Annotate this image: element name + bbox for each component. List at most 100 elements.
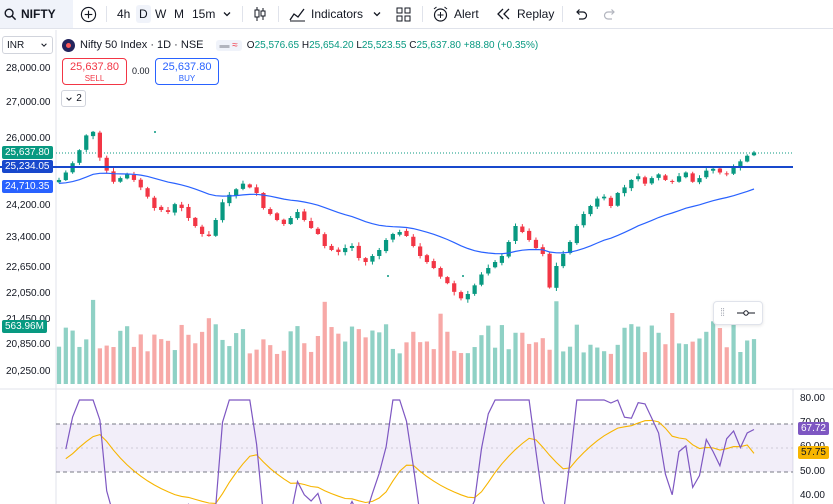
currency-selector[interactable]: INR — [2, 36, 53, 54]
candle-body — [656, 174, 661, 178]
timeframe-w[interactable]: W — [155, 7, 167, 21]
timeframe-m[interactable]: M — [174, 7, 184, 21]
horizontal-line-tool-icon[interactable] — [736, 308, 756, 318]
candle-body — [145, 188, 150, 197]
compare-button[interactable] — [80, 0, 97, 28]
indicators-button[interactable]: Indicators — [289, 0, 363, 28]
volume-bar — [363, 337, 368, 384]
redo-button[interactable] — [603, 0, 618, 28]
candle-body — [533, 239, 539, 248]
volume-bar — [234, 333, 239, 384]
candle-body — [479, 274, 484, 285]
volume-bar — [479, 335, 484, 384]
candle-body — [295, 212, 300, 219]
buy-price: 25,637.80 — [162, 61, 212, 73]
candle-body — [554, 266, 559, 288]
volume-bar — [268, 345, 273, 384]
volume-bar — [676, 343, 682, 384]
candle-body — [159, 206, 164, 210]
volume-bar — [213, 324, 218, 384]
volume-bar — [547, 349, 552, 384]
price-axis-label: 22,650.00 — [6, 262, 51, 273]
grid-icon — [396, 7, 411, 21]
volume-bar — [704, 331, 709, 384]
volume-bar — [288, 331, 293, 384]
close-value: 25,637.80 — [416, 39, 461, 51]
volume-bar — [390, 348, 395, 384]
candle-body — [670, 180, 675, 182]
candle-body — [131, 174, 137, 180]
candle-body — [622, 187, 627, 194]
candle-body — [642, 177, 648, 184]
candle-body — [397, 232, 402, 235]
volume-bar — [97, 348, 102, 384]
volume-bar — [77, 346, 82, 384]
symbol-search[interactable]: NIFTY — [0, 0, 73, 28]
candle-body — [458, 292, 464, 299]
drag-handle-icon[interactable]: ⁞⁞ — [719, 307, 725, 319]
candle-body — [676, 176, 682, 182]
volume-bar — [581, 352, 586, 384]
candle-body — [431, 261, 436, 268]
layouts-button[interactable] — [396, 0, 411, 28]
candle-body — [118, 178, 123, 182]
chart-type-button[interactable] — [252, 0, 268, 28]
candle-body — [465, 294, 470, 300]
market-status-pill[interactable]: ▬ ≈ — [215, 39, 242, 51]
volume-bar — [690, 341, 695, 384]
candle-body — [165, 210, 171, 212]
timeframe-15m[interactable]: 15m — [192, 7, 216, 21]
candle-body — [445, 277, 450, 284]
candle-body — [649, 178, 654, 184]
timeframe-4h[interactable]: 4h — [117, 7, 131, 21]
candle-body — [315, 228, 321, 234]
volume-bar — [329, 327, 334, 384]
price-axis-label: 21,450.00 — [6, 314, 51, 325]
volume-bar — [247, 353, 252, 384]
volume-bar — [152, 334, 157, 384]
candle-body — [513, 226, 518, 241]
collapse-indicators-button[interactable]: 2 — [61, 90, 86, 107]
volume-bar — [315, 335, 321, 384]
volume-bar — [424, 341, 430, 384]
volume-bar — [567, 346, 573, 384]
candle-body — [567, 242, 573, 254]
candle-body — [540, 247, 545, 254]
candle-body — [629, 179, 634, 189]
volume-bar — [308, 351, 314, 384]
volume-bar — [179, 324, 184, 384]
chevron-down-icon — [41, 43, 47, 47]
floating-drawing-toolbar[interactable]: ⁞⁞ — [713, 301, 763, 325]
rsi-line — [65, 399, 755, 504]
low-value: 25,523.55 — [361, 39, 407, 51]
timeframe-d[interactable]: D — [136, 5, 151, 23]
volume-bar — [540, 338, 545, 384]
candle-body — [717, 168, 723, 173]
rsi-ma-line — [65, 419, 755, 504]
replay-button[interactable]: Replay — [496, 0, 554, 28]
volume-bar — [711, 321, 716, 384]
volume-bar — [295, 326, 300, 384]
horizontal-line-price-tag[interactable]: 25,234.05 — [2, 160, 53, 173]
indicators-dropdown[interactable] — [372, 0, 382, 28]
candle-body — [336, 249, 341, 252]
sell-button[interactable]: 25,637.80 SELL — [62, 58, 127, 85]
timeframe-dropdown[interactable] — [222, 0, 232, 28]
volume-bar — [561, 351, 566, 384]
series-title: Nifty 50 Index · 1D · NSE — [80, 39, 204, 51]
volume-bar — [125, 326, 130, 384]
alert-button[interactable]: Alert — [432, 0, 479, 28]
change-value: +88.80 (+0.35%) — [463, 39, 539, 51]
volume-bar — [465, 353, 470, 384]
volume-bar — [186, 334, 191, 384]
series-legend: Nifty 50 Index · 1D · NSE ▬ ≈ O25,576.65… — [62, 37, 538, 53]
candle-body — [274, 213, 280, 220]
volume-bar — [724, 347, 729, 384]
replay-label: Replay — [517, 7, 555, 21]
candle-body — [499, 256, 505, 263]
buy-button[interactable]: 25,637.80 BUY — [155, 58, 219, 85]
replay-icon — [497, 8, 510, 20]
candle-body — [745, 155, 750, 162]
undo-button[interactable] — [573, 0, 588, 28]
